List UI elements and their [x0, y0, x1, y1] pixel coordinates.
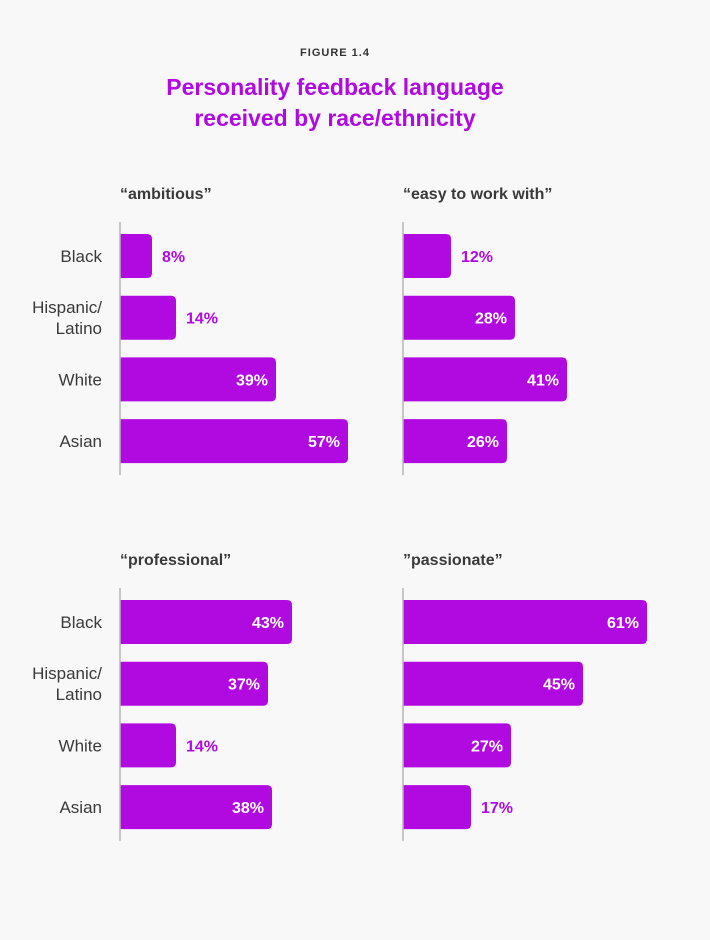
bar: [120, 600, 292, 644]
bar: [403, 723, 511, 768]
panel-title: “ambitious”: [120, 186, 212, 203]
panel-1: “ambitious” 8% Black 14% Hispanic/Latino 39% W…: [32, 186, 348, 476]
panel-4: ”passionate” 61% 45% 27% 17%: [402, 552, 647, 842]
data-label: 26%: [467, 434, 499, 451]
figure-title-line-2: received by race/ethnicity: [194, 105, 476, 131]
bar: [120, 723, 176, 768]
figure-title: Personality feedback language received b…: [0, 72, 670, 134]
data-label: 17%: [481, 800, 513, 817]
panel-title: “easy to work with”: [403, 186, 552, 203]
data-label: 12%: [461, 249, 493, 266]
category-label: Hispanic/Latino: [32, 664, 102, 704]
data-label: 27%: [471, 738, 503, 755]
data-label: 8%: [162, 249, 185, 266]
data-label: 41%: [527, 372, 559, 389]
category-label: Black: [60, 247, 102, 266]
data-label: 14%: [186, 311, 218, 328]
data-label: 37%: [228, 677, 260, 694]
data-label: 14%: [186, 738, 218, 755]
data-label: 57%: [308, 434, 340, 451]
data-label: 45%: [543, 677, 575, 694]
data-label: 61%: [607, 615, 639, 632]
category-label: Asian: [59, 798, 102, 817]
data-label: 28%: [475, 311, 507, 328]
panel-2: “easy to work with” 12% 28% 41% 26%: [402, 186, 567, 476]
data-label: 39%: [236, 372, 268, 389]
bar: [120, 357, 276, 402]
bar: [403, 234, 451, 278]
data-label: 38%: [232, 800, 264, 817]
bar: [403, 295, 515, 340]
panel-title: ”passionate”: [403, 552, 503, 569]
bar: [403, 785, 471, 830]
bar: [120, 419, 348, 464]
bar: [403, 600, 647, 644]
figure-title-line-1: Personality feedback language: [166, 74, 504, 100]
bar: [120, 295, 176, 340]
bar: [120, 785, 272, 830]
category-label: White: [59, 736, 102, 755]
figure-label: FIGURE 1.4: [300, 47, 370, 59]
category-label: Black: [60, 613, 102, 632]
bar: [120, 661, 268, 706]
category-label: White: [59, 370, 102, 389]
bar: [403, 357, 567, 402]
bar: [403, 661, 583, 706]
data-label: 43%: [252, 615, 284, 632]
bar: [120, 234, 152, 278]
panel-3: “professional” 43% Black 37% Hispanic/Latino…: [32, 552, 292, 842]
panel-title: “professional”: [120, 552, 231, 569]
category-label: Asian: [59, 432, 102, 451]
bar: [403, 419, 507, 464]
category-label: Hispanic/Latino: [32, 298, 102, 338]
